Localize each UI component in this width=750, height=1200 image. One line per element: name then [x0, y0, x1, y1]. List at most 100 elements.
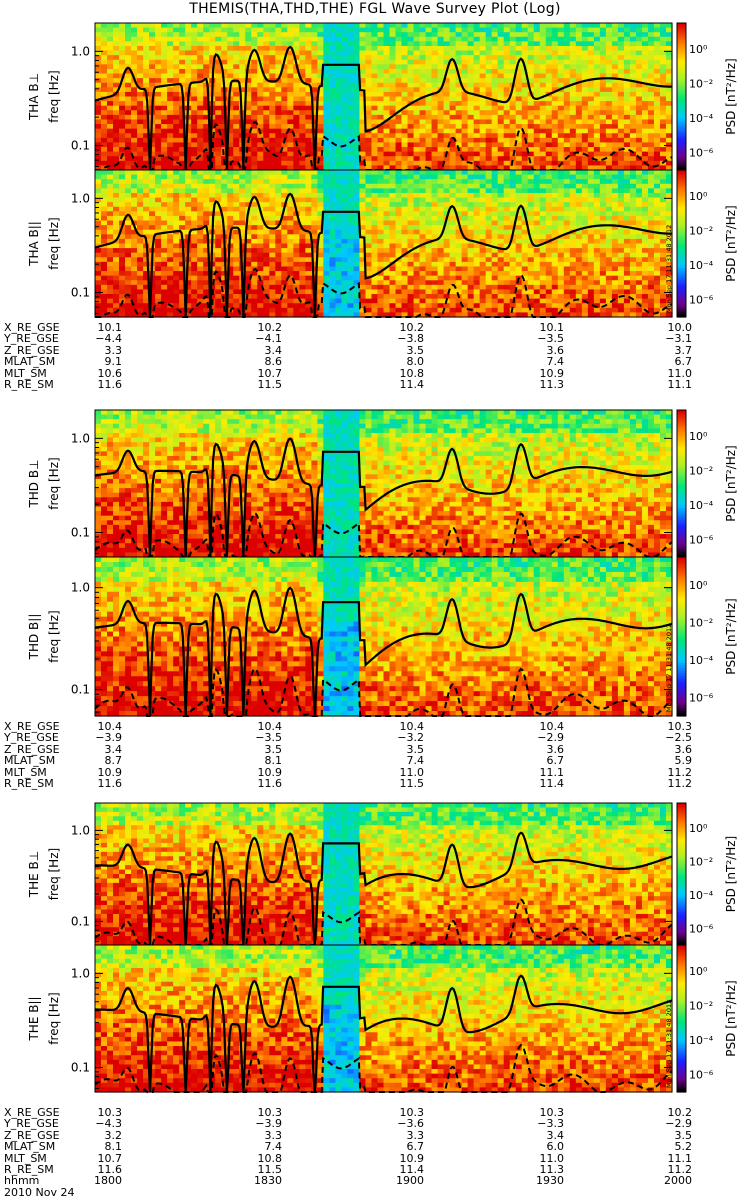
- ephemeris-value: −4.3: [95, 1117, 122, 1131]
- panel-ylabel: THA B⊥: [27, 73, 41, 121]
- ephemeris-value: 11.1: [667, 377, 693, 391]
- ephemeris-value: 6.7: [546, 754, 565, 768]
- ephemeris-label: MLT_SM: [4, 765, 47, 779]
- ephemeris-block-thd: X_RE_GSE 10.4 10.4 10.4 10.4 10.3 Y_RE_GSE −3.9…: [4, 720, 692, 790]
- ephemeris-block-tha: X_RE_GSE 10.1 10.2 10.2 10.1 10.0 Y_RE_GSE −4.4…: [4, 321, 692, 391]
- ephemeris-value: 6.7: [406, 1140, 425, 1154]
- ephemeris-value: 9.1: [104, 355, 123, 369]
- time-tick-label: 2000: [664, 1174, 692, 1188]
- ephemeris-value: 10.2: [667, 1106, 693, 1119]
- ephemeris-label: Z_RE_GSE: [4, 343, 60, 357]
- ephemeris-value: 11.5: [399, 776, 425, 790]
- ephemeris-value: 5.2: [674, 1140, 693, 1154]
- y-tick-label: 1.0: [71, 966, 90, 980]
- ephemeris-value: −3.1: [665, 332, 692, 346]
- time-tick-label: 1900: [396, 1174, 424, 1188]
- y-tick-label: 1.0: [71, 191, 90, 205]
- ephemeris-value: 11.0: [667, 366, 693, 380]
- chart-title: THEMIS(THA,THD,THE) FGL Wave Survey Plot…: [189, 1, 561, 17]
- ephemeris-value: 10.9: [257, 765, 283, 779]
- colorbar-label: PSD [nT²/Hz]: [724, 980, 738, 1056]
- ephemeris-value: 11.2: [667, 1162, 693, 1176]
- ephemeris-label: MLT_SM: [4, 366, 47, 380]
- ephemeris-value: 3.5: [406, 343, 425, 357]
- colorbar-tick-label: 10⁰: [689, 965, 708, 978]
- colorbar-tick-label: 10⁰: [689, 579, 708, 592]
- ephemeris-value: −3.9: [95, 731, 122, 745]
- ephemeris-value: 11.4: [399, 1162, 425, 1176]
- ephemeris-value: 10.9: [399, 1151, 425, 1165]
- time-tick-label: 1800: [94, 1174, 122, 1188]
- colorbar-tick-label: 10⁻⁶: [689, 534, 714, 547]
- ephemeris-row: X_RE_GSE 10.3 10.3 10.3 10.3 10.2: [4, 1106, 692, 1119]
- ephemeris-row: MLT_SM 10.9 10.9 11.0 11.1 11.2: [4, 765, 692, 779]
- ephemeris-value: 3.4: [104, 742, 123, 756]
- panel-ylabel: THE B⊥: [27, 851, 41, 898]
- ephemeris-label: Y_RE_GSE: [4, 1117, 59, 1131]
- colorbar-label: PSD [nT²/Hz]: [724, 836, 738, 912]
- colorbar: 10⁰ 10⁻² 10⁻⁴ 10⁻⁶ PSD [nT²/Hz]: [676, 944, 738, 1093]
- spectrogram-panel-thd-perp: [94, 410, 673, 558]
- ephemeris-value: −3.3: [537, 1117, 564, 1131]
- freq-axis-label: freq [Hz]: [47, 217, 61, 269]
- timestamp: Mon Sep 17 11:31:48 2012: [665, 1000, 673, 1088]
- gyrofrequency-line: [94, 437, 673, 558]
- colorbar-tick-label: 10⁻²: [689, 78, 713, 91]
- gyrofrequency-line: [94, 45, 673, 171]
- ephemeris-value: 11.5: [257, 377, 283, 391]
- y-tick-label: 1.0: [71, 581, 90, 595]
- ephemeris-row: MLT_SM 10.7 10.8 10.9 11.0 11.1: [4, 1151, 692, 1165]
- y-tick-label: 1.0: [71, 823, 90, 837]
- lower-frequency-line: [95, 121, 673, 171]
- ephemeris-row: MLT_SM 10.6 10.7 10.8 10.9 11.0: [4, 366, 692, 380]
- ephemeris-value: −3.2: [397, 731, 424, 745]
- y-tick-label: 0.1: [71, 1061, 90, 1075]
- freq-axis-label: freq [Hz]: [47, 992, 61, 1044]
- ephemeris-row: Y_RE_GSE −3.9 −3.5 −3.2 −2.9 −2.5: [4, 731, 692, 745]
- ephemeris-value: 11.1: [667, 1151, 693, 1165]
- colorbar-tick-label: 10⁰: [689, 822, 708, 835]
- colorbar-tick-label: 10⁻⁶: [689, 147, 714, 160]
- colorbar: 10⁰ 10⁻² 10⁻⁴ 10⁻⁶ PSD [nT²/Hz]: [676, 556, 738, 717]
- ephemeris-value: 11.6: [97, 1162, 123, 1176]
- ephemeris-value: 10.3: [97, 1106, 123, 1119]
- ephemeris-value: −3.5: [255, 731, 282, 745]
- ephemeris-label: X_RE_GSE: [4, 321, 60, 334]
- colorbar: 10⁰ 10⁻² 10⁻⁴ 10⁻⁶ PSD [nT²/Hz]: [676, 802, 738, 946]
- gyrofrequency-line: [95, 974, 673, 1093]
- ephemeris-value: −4.4: [95, 332, 122, 346]
- colorbar-tick-label: 10⁰: [689, 430, 708, 443]
- y-tick-label: 0.1: [71, 139, 90, 153]
- ephemeris-value: 10.4: [97, 720, 123, 733]
- ephemeris-value: −2.5: [665, 731, 692, 745]
- ephemeris-row: X_RE_GSE 10.1 10.2 10.2 10.1 10.0: [4, 321, 692, 334]
- ephemeris-label: MLAT_SM: [4, 1140, 56, 1154]
- ephemeris-value: 11.0: [399, 765, 425, 779]
- ephemeris-value: 10.7: [257, 366, 283, 380]
- ephemeris-row: R_RE_SM 11.6 11.5 11.4 11.3 11.1: [4, 377, 692, 391]
- ephemeris-label: MLAT_SM: [4, 754, 56, 768]
- spectrogram-panel-tha-par: [94, 170, 673, 318]
- ephemeris-label: MLT_SM: [4, 1151, 47, 1165]
- time-tick-label: 1930: [536, 1174, 564, 1188]
- ephemeris-value: 10.8: [399, 366, 425, 380]
- ephemeris-row: R_RE_SM 11.6 11.5 11.4 11.3 11.2: [4, 1162, 692, 1176]
- colorbar-tick-label: 10⁻²: [689, 465, 713, 478]
- ephemeris-value: −3.6: [397, 1117, 424, 1131]
- gyrofrequency-line: [95, 831, 673, 946]
- panel-frame: [94, 944, 673, 1093]
- colorbar-tick-label: 10⁻²: [689, 225, 713, 238]
- gyrofrequency-line: [94, 192, 673, 318]
- colorbar-tick-label: 10⁻⁶: [689, 922, 714, 935]
- ephemeris-value: 8.1: [264, 754, 283, 768]
- lower-frequency-line: [95, 268, 673, 318]
- timestamp: Mon Sep 17 11:31:48 2012: [665, 225, 673, 313]
- ephemeris-row: Z_RE_GSE 3.3 3.4 3.5 3.6 3.7: [4, 343, 692, 357]
- ephemeris-value: −2.9: [665, 1117, 692, 1131]
- ephemeris-value: −3.5: [537, 332, 564, 346]
- colorbar-label: PSD [nT²/Hz]: [724, 598, 738, 674]
- ephemeris-value: 10.0: [667, 321, 693, 334]
- ephemeris-value: 3.5: [264, 742, 283, 756]
- freq-axis-label: freq [Hz]: [47, 610, 61, 662]
